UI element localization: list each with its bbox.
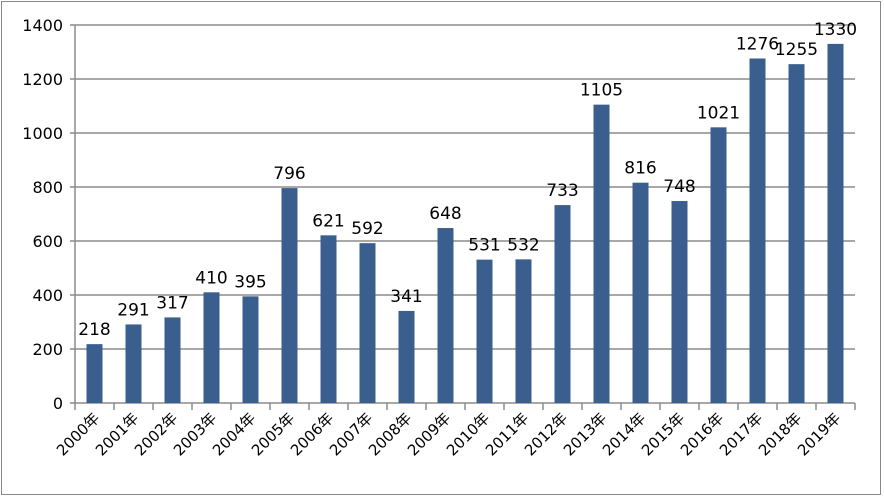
data-label: 395: [234, 272, 266, 292]
bar: [632, 182, 649, 403]
bar: [164, 317, 181, 403]
bar: [710, 127, 727, 403]
bar: [437, 228, 454, 403]
bar: [476, 259, 493, 403]
data-label: 317: [156, 293, 188, 313]
bar: [86, 344, 103, 403]
bar: [593, 104, 610, 404]
bar: [242, 296, 259, 403]
bar: [398, 310, 415, 403]
data-label: 341: [390, 287, 422, 307]
bar: [125, 324, 142, 403]
data-label: 531: [468, 236, 500, 256]
data-label: 748: [663, 177, 695, 197]
data-label: 1255: [775, 40, 818, 60]
y-tick-label: 1000: [22, 124, 63, 143]
bar: [359, 243, 376, 403]
y-tick-label: 1400: [22, 16, 63, 35]
bar: [827, 43, 844, 404]
y-tick-label: 0: [53, 394, 63, 413]
bar: [203, 292, 220, 403]
data-label: 1105: [580, 81, 623, 101]
data-label: 796: [273, 164, 305, 184]
data-label: 621: [312, 211, 344, 231]
data-label: 648: [429, 204, 461, 224]
y-tick-label: 1200: [22, 70, 63, 89]
data-label: 733: [546, 181, 578, 201]
data-label: 1330: [814, 20, 857, 40]
data-label: 592: [351, 219, 383, 239]
bar: [671, 201, 688, 403]
bar: [320, 235, 337, 403]
data-label: 1021: [697, 103, 740, 123]
data-label: 532: [507, 235, 539, 255]
data-label: 410: [195, 268, 227, 288]
y-tick-label: 800: [32, 178, 63, 197]
bar: [281, 188, 298, 403]
y-tick-label: 400: [32, 286, 63, 305]
data-label: 218: [78, 320, 110, 340]
data-label: 291: [117, 300, 149, 320]
y-tick-label: 200: [32, 340, 63, 359]
bar: [749, 58, 766, 403]
data-label: 816: [624, 159, 656, 179]
bar: [554, 205, 571, 403]
data-label: 1276: [736, 34, 779, 54]
bar: [788, 64, 805, 404]
x-tick-label: 2019年: [794, 409, 844, 459]
y-tick-label: 600: [32, 232, 63, 251]
bar: [515, 259, 532, 403]
